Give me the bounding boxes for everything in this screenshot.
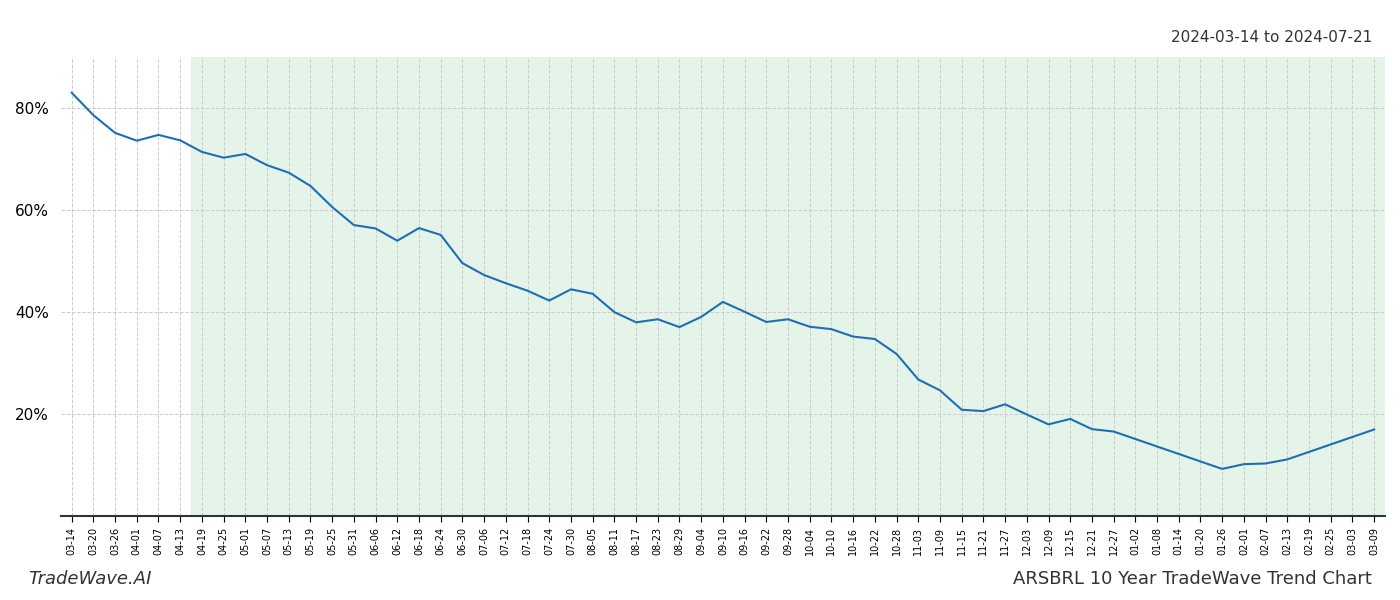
Text: 2024-03-14 to 2024-07-21: 2024-03-14 to 2024-07-21 bbox=[1170, 30, 1372, 45]
Text: TradeWave.AI: TradeWave.AI bbox=[28, 570, 151, 588]
Bar bbox=[190, 57, 1400, 516]
Text: ARSBRL 10 Year TradeWave Trend Chart: ARSBRL 10 Year TradeWave Trend Chart bbox=[1014, 570, 1372, 588]
